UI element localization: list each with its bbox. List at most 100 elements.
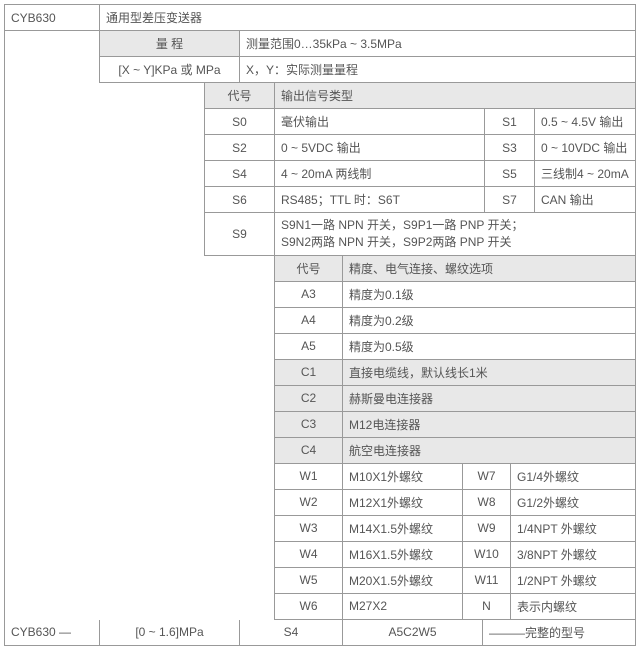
signal-h-desc: 输出信号类型 <box>275 83 635 109</box>
thread-code: W4 <box>275 542 343 568</box>
signal-desc: RS485；TTL 时：S6T <box>275 187 485 213</box>
stub <box>5 490 275 516</box>
thread-code2: W9 <box>463 516 511 542</box>
thread-code: W1 <box>275 464 343 490</box>
spec-table: CYB630 通用型差压变送器 量 程 测量范围0…35kPa ~ 3.5MPa… <box>4 4 636 646</box>
accuracy-header: 代号 精度、电气连接、螺纹选项 <box>5 256 635 282</box>
stub <box>5 31 100 57</box>
stub <box>5 256 275 282</box>
thread-desc2: 3/8NPT 外螺纹 <box>511 542 635 568</box>
thread-row: W1M10X1外螺纹W7G1/4外螺纹 <box>5 464 635 490</box>
thread-desc2: 1/4NPT 外螺纹 <box>511 516 635 542</box>
thread-code: W6 <box>275 594 343 620</box>
stub <box>5 594 275 620</box>
accuracy-desc: 直接电缆线，默认线长1米 <box>343 360 635 386</box>
signal-h-code: 代号 <box>205 83 275 109</box>
thread-desc2: G1/4外螺纹 <box>511 464 635 490</box>
thread-code2: W7 <box>463 464 511 490</box>
thread-desc: M10X1外螺纹 <box>343 464 463 490</box>
ex-tail: ———完整的型号 <box>483 620 635 645</box>
range-sub-row: [X ~ Y]KPa 或 MPa X，Y：实际测量量程 <box>5 57 635 83</box>
thread-code2: W8 <box>463 490 511 516</box>
stub <box>5 334 275 360</box>
signal-code: S0 <box>205 109 275 135</box>
stub <box>5 83 205 109</box>
signal-desc2: 0 ~ 10VDC 输出 <box>535 135 635 161</box>
thread-desc2: G1/2外螺纹 <box>511 490 635 516</box>
thread-desc: M14X1.5外螺纹 <box>343 516 463 542</box>
stub <box>5 360 275 386</box>
stub <box>5 516 275 542</box>
accuracy-row: A5精度为0.5级 <box>5 334 635 360</box>
signal-desc2: 0.5 ~ 4.5V 输出 <box>535 109 635 135</box>
thread-code: W3 <box>275 516 343 542</box>
signal-desc2: CAN 输出 <box>535 187 635 213</box>
signal-header: 代号 输出信号类型 <box>5 83 635 109</box>
thread-row: W6M27X2N表示内螺纹 <box>5 594 635 620</box>
accuracy-code: C4 <box>275 438 343 464</box>
stub <box>5 464 275 490</box>
example-row: CYB630 — [0 ~ 1.6]MPa S4 A5C2W5 ———完整的型号 <box>5 620 635 645</box>
thread-code: W5 <box>275 568 343 594</box>
stub <box>5 135 205 161</box>
range-label: 量 程 <box>100 31 240 57</box>
ex-model: CYB630 — <box>5 620 100 645</box>
accuracy-desc: 精度为0.1级 <box>343 282 635 308</box>
ex-opts: A5C2W5 <box>343 620 483 645</box>
thread-desc2: 1/2NPT 外螺纹 <box>511 568 635 594</box>
stub <box>5 109 205 135</box>
accuracy-row: C3M12电连接器 <box>5 412 635 438</box>
thread-row: W4M16X1.5外螺纹W103/8NPT 外螺纹 <box>5 542 635 568</box>
signal-code: S2 <box>205 135 275 161</box>
stub <box>5 542 275 568</box>
accuracy-code: C2 <box>275 386 343 412</box>
signal-code: S4 <box>205 161 275 187</box>
accuracy-code: A4 <box>275 308 343 334</box>
range-row: 量 程 测量范围0…35kPa ~ 3.5MPa <box>5 31 635 57</box>
stub <box>5 412 275 438</box>
accuracy-row: A4精度为0.2级 <box>5 308 635 334</box>
signal-row: S0毫伏输出S10.5 ~ 4.5V 输出 <box>5 109 635 135</box>
thread-desc: M12X1外螺纹 <box>343 490 463 516</box>
thread-desc2: 表示内螺纹 <box>511 594 635 620</box>
thread-row: W5M20X1.5外螺纹W111/2NPT 外螺纹 <box>5 568 635 594</box>
accuracy-code: C1 <box>275 360 343 386</box>
thread-code2: W11 <box>463 568 511 594</box>
s9-desc: S9N1一路 NPN 开关，S9P1一路 PNP 开关； S9N2两路 NPN … <box>275 213 635 256</box>
accuracy-desc: 精度为0.5级 <box>343 334 635 360</box>
header-row: CYB630 通用型差压变送器 <box>5 5 635 31</box>
stub <box>5 57 100 83</box>
signal-code2: S7 <box>485 187 535 213</box>
signal-desc2: 三线制4 ~ 20mA <box>535 161 635 187</box>
accuracy-code: A3 <box>275 282 343 308</box>
ex-range: [0 ~ 1.6]MPa <box>100 620 240 645</box>
accuracy-desc: 精度为0.2级 <box>343 308 635 334</box>
stub <box>5 386 275 412</box>
accuracy-row: C4航空电连接器 <box>5 438 635 464</box>
stub <box>5 187 205 213</box>
stub <box>5 161 205 187</box>
thread-desc: M27X2 <box>343 594 463 620</box>
accuracy-h-desc: 精度、电气连接、螺纹选项 <box>343 256 635 282</box>
signal-code: S6 <box>205 187 275 213</box>
signal-code2: S5 <box>485 161 535 187</box>
stub <box>5 282 275 308</box>
thread-row: W2M12X1外螺纹W8G1/2外螺纹 <box>5 490 635 516</box>
model-title: 通用型差压变送器 <box>100 5 635 31</box>
stub <box>5 308 275 334</box>
accuracy-code: C3 <box>275 412 343 438</box>
accuracy-row: C1直接电缆线，默认线长1米 <box>5 360 635 386</box>
range-desc: 测量范围0…35kPa ~ 3.5MPa <box>240 31 635 57</box>
model-code: CYB630 <box>5 5 100 31</box>
range-sub-label: [X ~ Y]KPa 或 MPa <box>100 57 240 83</box>
signal-code2: S1 <box>485 109 535 135</box>
s9-code: S9 <box>205 213 275 256</box>
thread-code2: W10 <box>463 542 511 568</box>
signal-row: S6RS485；TTL 时：S6TS7CAN 输出 <box>5 187 635 213</box>
accuracy-desc: 航空电连接器 <box>343 438 635 464</box>
range-sub-desc: X，Y：实际测量量程 <box>240 57 635 83</box>
accuracy-h-code: 代号 <box>275 256 343 282</box>
thread-code: W2 <box>275 490 343 516</box>
stub <box>5 438 275 464</box>
accuracy-desc: 赫斯曼电连接器 <box>343 386 635 412</box>
